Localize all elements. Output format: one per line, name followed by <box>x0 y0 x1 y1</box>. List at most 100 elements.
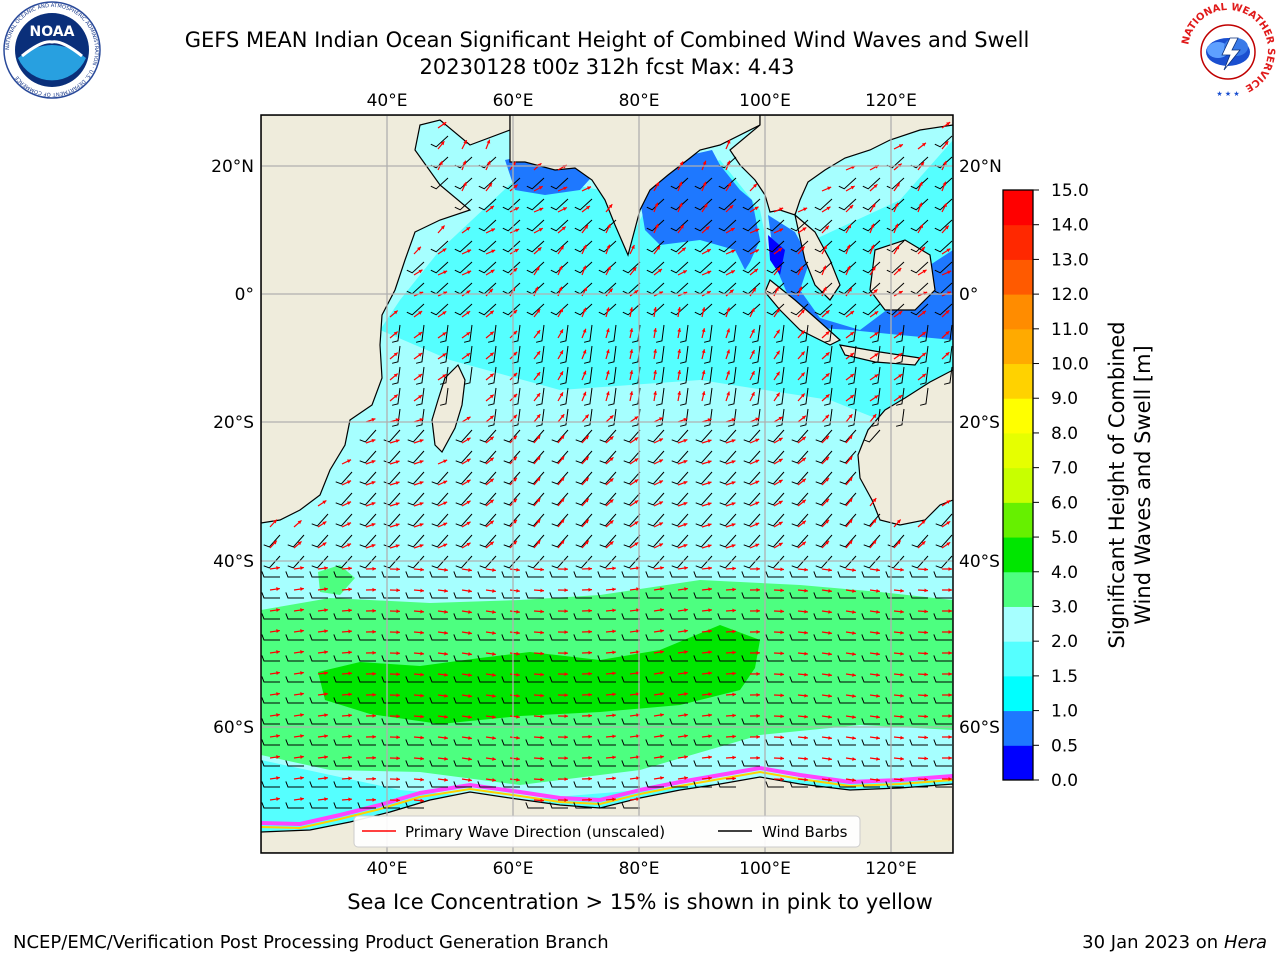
wind-barb <box>909 760 928 767</box>
wave-direction-arrowhead <box>828 567 832 572</box>
wind-barb <box>765 760 784 767</box>
wave-direction-arrowhead <box>776 392 780 397</box>
wind-barb <box>935 513 953 527</box>
wave-direction-arrowhead <box>608 288 613 293</box>
wave-direction-arrowhead <box>564 777 568 782</box>
wind-barb <box>886 198 905 211</box>
wave-direction-arrowhead <box>800 351 805 356</box>
wind-barb <box>478 303 497 316</box>
wind-barb <box>815 471 833 485</box>
wave-direction-arrowhead <box>396 651 400 656</box>
wind-barb <box>454 303 473 316</box>
wind-barb <box>309 655 328 662</box>
land-malay-peninsula <box>794 213 841 301</box>
wind-barb <box>309 739 328 746</box>
wind-barb <box>333 739 352 746</box>
wind-barb <box>719 555 737 569</box>
wind-barb <box>598 240 617 253</box>
wind-barb <box>862 303 881 316</box>
wind-barb <box>311 513 329 527</box>
wind-barb <box>813 760 832 767</box>
wave-direction-arrowhead <box>605 391 610 396</box>
colorbar-tick-label: 12.0 <box>1051 285 1089 305</box>
wave-direction-arrowhead <box>536 519 541 524</box>
wind-barb <box>549 718 568 725</box>
wind-barb <box>919 324 929 343</box>
wind-barb <box>815 450 833 464</box>
wind-barb <box>823 345 833 364</box>
wind-barb <box>478 240 497 253</box>
colorbar-label-line1: Significant Height of Combined <box>1105 321 1129 648</box>
legend-wind-barbs-label: Wind Barbs <box>762 823 848 841</box>
wave-direction-arrowhead <box>297 541 302 546</box>
wave-direction-arrowhead <box>584 414 589 419</box>
wind-barb <box>478 219 497 232</box>
wind-barb <box>885 718 904 725</box>
wave-direction-arrowhead <box>540 588 544 593</box>
wave-direction-arrowhead <box>825 456 829 461</box>
wave-direction-arrowhead <box>536 330 541 335</box>
wind-barb <box>383 471 401 485</box>
wave-direction-arrowhead <box>876 736 880 740</box>
wind-barb <box>767 492 785 506</box>
wind-barb <box>693 739 712 746</box>
wind-barb <box>383 492 401 506</box>
wind-barb <box>719 492 737 506</box>
wave-direction-arrowhead <box>946 500 951 504</box>
wave-direction-arrowhead <box>825 373 830 378</box>
wind-barb <box>431 555 449 569</box>
wave-direction-arrowhead <box>636 797 640 802</box>
wind-barb <box>933 781 952 788</box>
wave-direction-arrowhead <box>947 270 952 275</box>
wave-direction-arrowhead <box>558 265 563 270</box>
wave-direction-arrowhead <box>612 776 616 781</box>
wave-direction-arrowhead <box>324 671 328 676</box>
wave-direction-arrowhead <box>683 417 688 422</box>
wave-direction-arrowhead <box>780 735 784 740</box>
wave-direction-arrowhead <box>708 671 712 676</box>
wind-barb <box>767 534 785 548</box>
wave-direction-arrowhead <box>563 186 568 191</box>
wind-barb <box>813 655 832 662</box>
wind-barb <box>647 471 665 485</box>
wind-barb <box>309 760 328 767</box>
wave-direction-arrowhead <box>420 693 424 698</box>
wind-barb <box>405 613 424 620</box>
wind-barb <box>381 571 400 578</box>
wave-direction-arrowhead <box>921 541 926 546</box>
wind-barb <box>429 676 448 683</box>
wind-barb <box>549 613 568 620</box>
wave-direction-arrowhead <box>946 248 951 253</box>
wind-barb <box>559 345 569 364</box>
wave-direction-arrowhead <box>297 520 302 525</box>
wave-direction-arrowhead <box>852 631 856 635</box>
wind-barb <box>719 429 737 443</box>
wave-direction-arrowhead <box>924 672 928 677</box>
wind-barb <box>597 571 616 578</box>
colorbar-tick-label: 1.5 <box>1051 667 1078 687</box>
wave-direction-arrowhead <box>588 734 592 739</box>
wind-barb <box>743 429 761 443</box>
wave-direction-arrowhead <box>756 756 760 760</box>
wave-direction-arrowhead <box>443 270 448 275</box>
wave-direction-arrowhead <box>324 692 328 697</box>
wind-barb <box>838 261 857 274</box>
wave-direction-arrowhead <box>372 608 376 613</box>
wind-barb <box>309 718 328 725</box>
wind-barb <box>935 534 953 548</box>
wave-direction-arrowhead <box>848 540 853 545</box>
wave-direction-arrowhead <box>825 519 829 524</box>
wave-direction-arrowhead <box>900 630 904 635</box>
wind-barb <box>453 613 472 620</box>
wave-direction-arrowhead <box>924 630 928 635</box>
wind-barb <box>789 592 808 599</box>
wind-barb <box>502 198 521 211</box>
wind-barb <box>479 534 497 548</box>
wind-barb <box>751 387 761 406</box>
wave-direction-arrowhead <box>324 755 328 760</box>
wind-barb <box>455 555 473 569</box>
wind-barb <box>885 571 904 578</box>
wind-barb <box>622 261 641 274</box>
wind-barb <box>551 534 569 548</box>
wave-direction-arrowhead <box>682 270 687 274</box>
